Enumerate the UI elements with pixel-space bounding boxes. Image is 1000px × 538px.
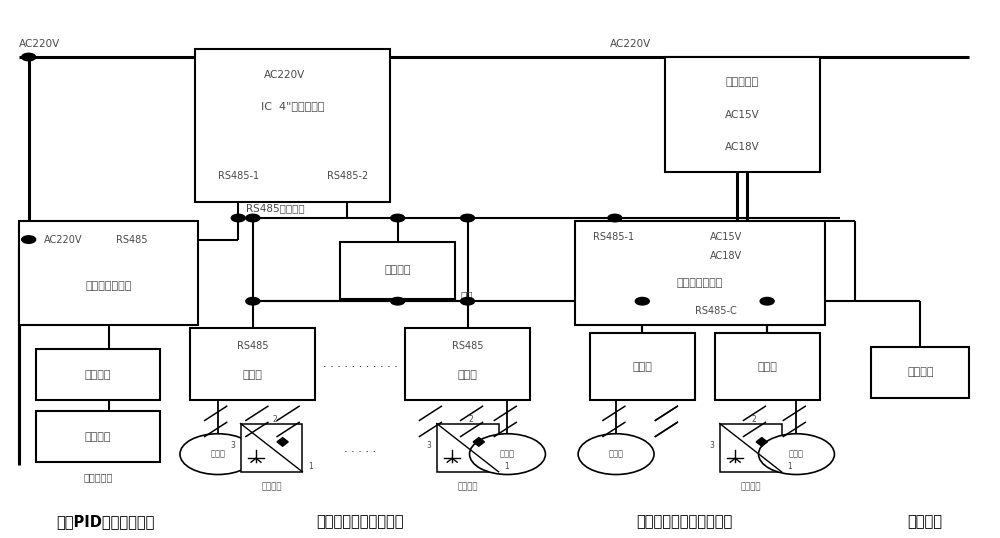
Text: RS485-1: RS485-1 xyxy=(593,232,634,243)
Bar xyxy=(665,57,820,172)
Text: 电动机: 电动机 xyxy=(500,450,515,458)
Text: 2: 2 xyxy=(751,415,756,424)
Circle shape xyxy=(22,53,36,61)
Circle shape xyxy=(246,298,260,305)
Bar xyxy=(190,328,315,400)
Text: AC15V: AC15V xyxy=(725,110,760,120)
Text: 1: 1 xyxy=(787,462,792,471)
Text: 2: 2 xyxy=(468,415,473,424)
Text: RS485: RS485 xyxy=(237,341,269,351)
Text: AC220V: AC220V xyxy=(610,39,651,48)
Text: 测速反馈: 测速反馈 xyxy=(261,483,282,491)
Bar xyxy=(241,423,302,472)
Bar xyxy=(715,334,820,400)
Text: 3: 3 xyxy=(709,441,714,450)
Text: 定长控制: 定长控制 xyxy=(907,367,934,377)
Text: 1: 1 xyxy=(504,462,509,471)
Circle shape xyxy=(391,214,405,222)
Circle shape xyxy=(461,214,475,222)
Text: AC220V: AC220V xyxy=(264,70,305,80)
Text: 固态模块: 固态模块 xyxy=(85,370,111,380)
Text: 测速反馈: 测速反馈 xyxy=(457,483,478,491)
Text: 电源变压器: 电源变压器 xyxy=(726,77,759,87)
Text: 2: 2 xyxy=(272,415,277,424)
Text: RS485-C: RS485-C xyxy=(695,306,736,316)
Polygon shape xyxy=(756,437,767,446)
Bar xyxy=(36,350,160,400)
Circle shape xyxy=(608,214,622,222)
Text: 卷绕扰动及动程修正系统: 卷绕扰动及动程修正系统 xyxy=(637,514,733,529)
Text: AC220V: AC220V xyxy=(44,235,82,245)
Circle shape xyxy=(461,298,475,305)
Bar xyxy=(19,221,198,325)
Text: RS485: RS485 xyxy=(452,341,483,351)
Bar xyxy=(36,411,160,462)
Text: IC  4"真彩触摸屏: IC 4"真彩触摸屏 xyxy=(261,101,325,111)
Bar xyxy=(405,328,530,400)
Text: RS485通讯网络: RS485通讯网络 xyxy=(246,203,305,214)
Text: AC18V: AC18V xyxy=(710,251,742,261)
Text: 卷绕动程控制器: 卷绕动程控制器 xyxy=(677,279,723,288)
Text: 变频器: 变频器 xyxy=(757,362,777,372)
Text: 变频器: 变频器 xyxy=(458,370,477,380)
Text: AC15V: AC15V xyxy=(710,232,742,243)
Text: 1: 1 xyxy=(308,462,313,471)
Polygon shape xyxy=(277,437,288,446)
Text: 启停: 启停 xyxy=(460,290,473,300)
Circle shape xyxy=(231,214,245,222)
Text: 温度传感器: 温度传感器 xyxy=(83,472,113,482)
Text: 电动机: 电动机 xyxy=(609,450,624,458)
Circle shape xyxy=(22,236,36,243)
Bar xyxy=(871,347,969,398)
Text: 变频器: 变频器 xyxy=(243,370,263,380)
Bar xyxy=(437,423,499,472)
Text: 3: 3 xyxy=(230,441,235,450)
Text: 3: 3 xyxy=(426,441,431,450)
Circle shape xyxy=(760,298,774,305)
Text: . . . . . . . . . . .: . . . . . . . . . . . xyxy=(323,359,398,369)
Circle shape xyxy=(635,298,649,305)
Circle shape xyxy=(391,298,405,305)
Bar xyxy=(590,334,695,400)
Circle shape xyxy=(578,434,654,475)
Circle shape xyxy=(470,434,545,475)
Text: 多路温度控制器: 多路温度控制器 xyxy=(85,281,132,291)
Circle shape xyxy=(759,434,834,475)
Text: 定长系统: 定长系统 xyxy=(907,514,942,529)
Text: . . . . .: . . . . . xyxy=(344,444,376,454)
Text: 电动机: 电动机 xyxy=(210,450,225,458)
Text: 热箱PID温度控制系统: 热箱PID温度控制系统 xyxy=(56,514,155,529)
Text: RS485: RS485 xyxy=(116,235,147,245)
Text: 工艺速度传动控制系统: 工艺速度传动控制系统 xyxy=(316,514,404,529)
Text: 变频器: 变频器 xyxy=(632,362,652,372)
Bar xyxy=(195,49,390,202)
Text: AC18V: AC18V xyxy=(725,142,760,152)
Circle shape xyxy=(246,214,260,222)
Text: 动程原点: 动程原点 xyxy=(740,483,761,491)
Bar xyxy=(720,423,782,472)
Polygon shape xyxy=(473,437,484,446)
Text: 联苯热箱: 联苯热箱 xyxy=(85,431,111,442)
Bar xyxy=(575,221,825,325)
Text: 电动机: 电动机 xyxy=(789,450,804,458)
Text: RS485-2: RS485-2 xyxy=(327,171,368,181)
Text: 启停控制: 启停控制 xyxy=(384,265,411,275)
Text: RS485-1: RS485-1 xyxy=(218,171,259,181)
Text: AC220V: AC220V xyxy=(19,39,60,48)
Circle shape xyxy=(180,434,256,475)
Bar xyxy=(340,242,455,299)
